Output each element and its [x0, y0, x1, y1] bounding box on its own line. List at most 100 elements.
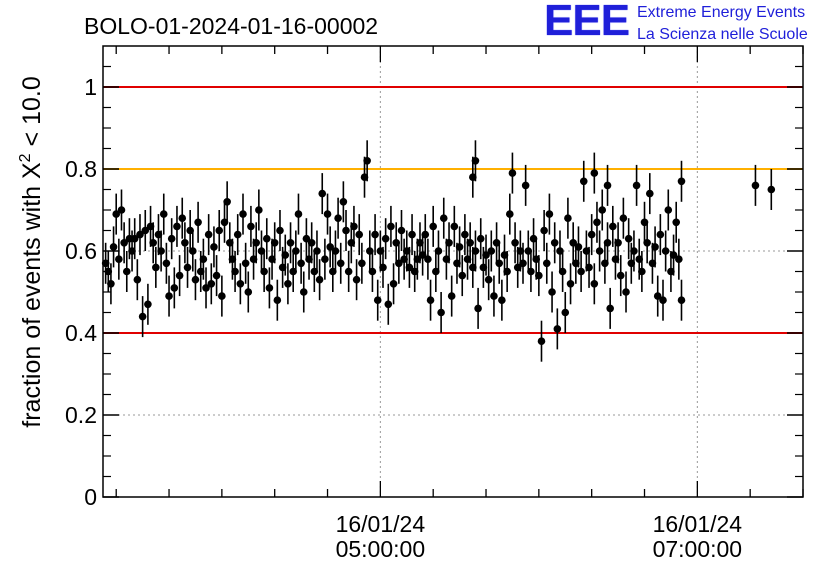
data-marker — [323, 210, 332, 218]
data-point — [664, 189, 673, 231]
data-marker — [273, 296, 282, 305]
data-marker — [120, 239, 128, 247]
data-point — [484, 259, 493, 301]
data-point — [487, 230, 496, 272]
data-marker — [606, 304, 614, 313]
data-point — [561, 292, 570, 333]
data-marker — [363, 157, 371, 165]
y-axis-label-superscript: 2 — [17, 153, 34, 162]
data-marker — [593, 218, 601, 227]
data-point — [350, 205, 358, 247]
data-marker — [342, 226, 350, 235]
data-point — [231, 251, 239, 292]
data-point — [344, 251, 353, 292]
data-point — [281, 234, 290, 276]
data-marker — [149, 239, 157, 247]
data-point — [593, 201, 601, 243]
data-point — [218, 275, 226, 317]
data-point — [363, 140, 371, 182]
data-point — [159, 193, 168, 235]
data-point — [651, 226, 659, 268]
data-marker — [495, 259, 504, 268]
data-point — [181, 222, 189, 264]
data-point — [109, 226, 118, 268]
data-point — [471, 230, 480, 272]
data-marker — [239, 210, 247, 218]
y-tick-label: 0.4 — [65, 320, 97, 346]
data-marker — [624, 234, 633, 243]
data-point — [122, 251, 131, 292]
data-point — [624, 218, 633, 260]
data-point — [236, 263, 245, 305]
data-marker — [537, 337, 546, 346]
data-point — [120, 222, 128, 264]
data-marker — [677, 177, 686, 186]
data-point — [558, 251, 567, 292]
data-marker — [152, 263, 160, 272]
data-marker — [355, 230, 364, 239]
data-point — [397, 210, 406, 251]
data-marker — [421, 230, 430, 239]
data-point — [138, 296, 147, 338]
data-marker — [484, 275, 493, 284]
data-point — [157, 230, 165, 272]
y-tick-label: 0.2 — [65, 402, 97, 428]
data-point — [255, 189, 263, 231]
data-point — [645, 173, 654, 215]
data-point — [503, 251, 511, 292]
data-marker — [241, 259, 250, 268]
data-marker — [638, 267, 646, 276]
data-point — [239, 193, 247, 235]
data-marker — [299, 288, 308, 296]
data-point — [548, 271, 556, 313]
data-point — [511, 222, 519, 264]
data-marker — [368, 267, 377, 276]
data-point — [241, 242, 250, 284]
reference-lines — [103, 86, 803, 334]
eee-logo: EEE Extreme Energy Events La Scienza nel… — [544, 0, 834, 46]
data-marker — [321, 255, 329, 263]
data-point — [299, 271, 308, 313]
data-marker — [450, 222, 459, 231]
data-marker — [212, 271, 221, 280]
data-marker — [598, 206, 607, 214]
data-marker — [109, 243, 118, 251]
data-point — [653, 275, 662, 317]
data-marker — [561, 308, 570, 317]
plot-frame — [102, 45, 804, 498]
data-point — [429, 205, 437, 247]
data-point — [603, 222, 612, 264]
x-tick-label-time: 05:00:00 — [336, 536, 426, 562]
data-marker — [165, 292, 173, 300]
y-tick-labels: 0 0.2 0.4 0.6 0.8 1 — [65, 74, 97, 510]
data-marker — [389, 280, 398, 288]
data-point — [170, 267, 179, 309]
data-marker — [231, 267, 239, 276]
data-marker — [141, 226, 150, 235]
data-marker — [371, 230, 379, 239]
data-point — [276, 210, 284, 251]
data-point — [450, 205, 459, 247]
data-marker — [130, 234, 139, 243]
data-point — [553, 308, 562, 350]
data-point — [355, 214, 364, 256]
data-point — [167, 218, 176, 260]
data-marker — [619, 214, 628, 222]
data-point — [643, 222, 651, 264]
data-marker — [566, 280, 575, 288]
data-point — [318, 173, 327, 215]
data-marker — [609, 222, 617, 231]
data-marker — [645, 189, 654, 198]
data-marker — [542, 259, 551, 268]
data-marker — [313, 247, 321, 255]
data-point — [527, 251, 535, 292]
data-point — [519, 242, 527, 284]
data-marker — [424, 255, 432, 263]
axis-ticks — [103, 46, 804, 498]
data-point — [313, 230, 321, 272]
data-point — [508, 152, 517, 194]
data-marker — [471, 157, 480, 165]
data-marker — [622, 288, 630, 296]
data-marker — [178, 214, 187, 222]
